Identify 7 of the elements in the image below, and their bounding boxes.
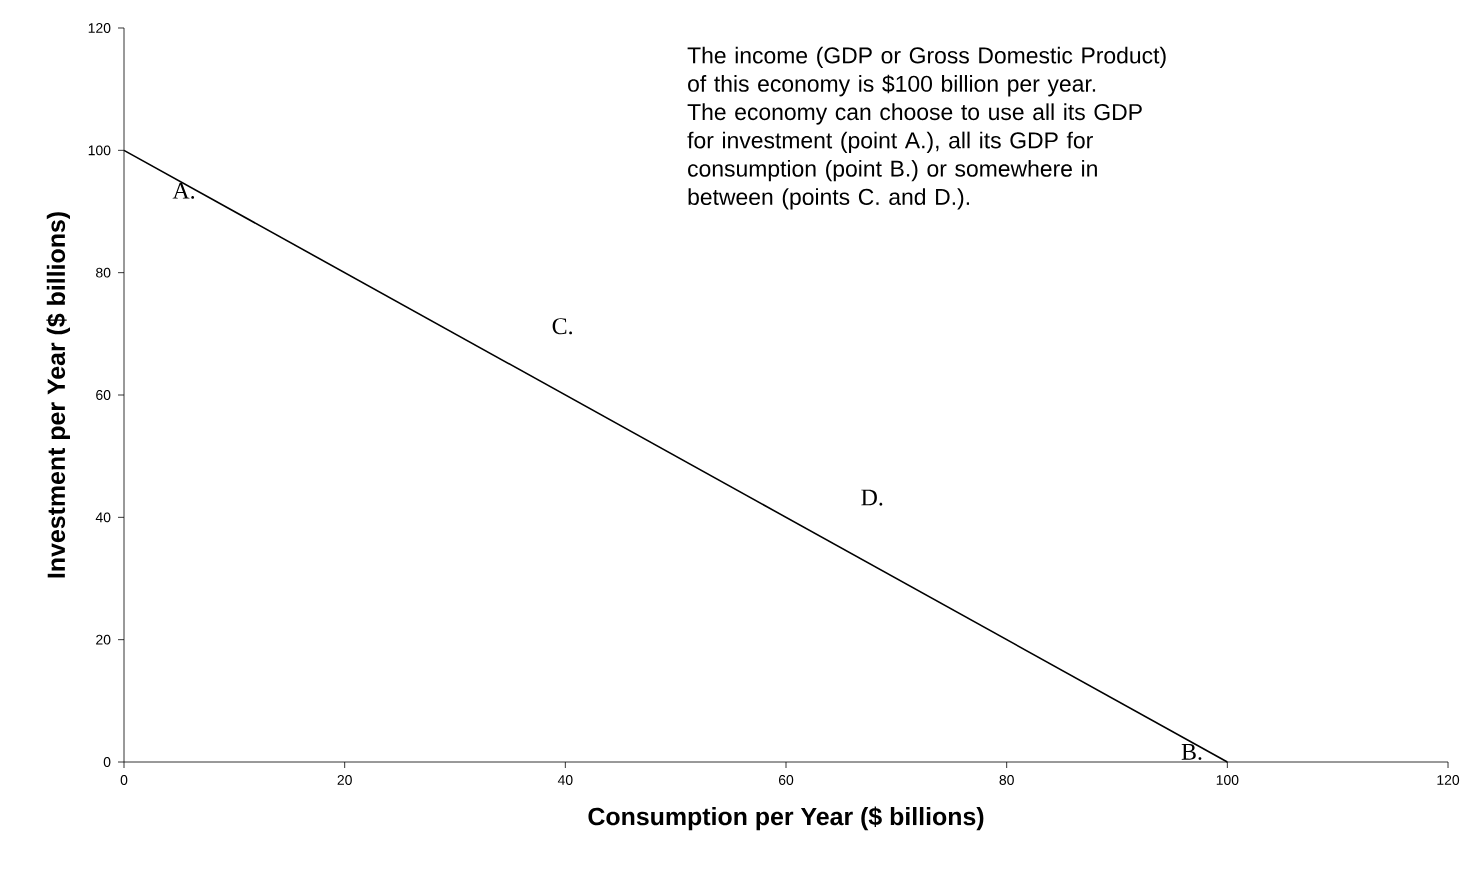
annotation: The income (GDP or Gross Domestic Product) of this economy is $100 billion per year. The economy can choose to use all its GDP for investment (point A.), all its GDP for consumption (point B.) or somewhere in between (points C. and D.).: [687, 46, 1166, 210]
annotation: B.: [1181, 744, 1202, 760]
x-axis-title: Consumption per Year ($ billions): [588, 806, 984, 831]
annotation: A.: [172, 182, 195, 199]
annotation: C.: [552, 318, 573, 335]
y-axis-title: Investment per Year ($ billions): [46, 212, 70, 578]
annotation: D.: [861, 489, 883, 506]
